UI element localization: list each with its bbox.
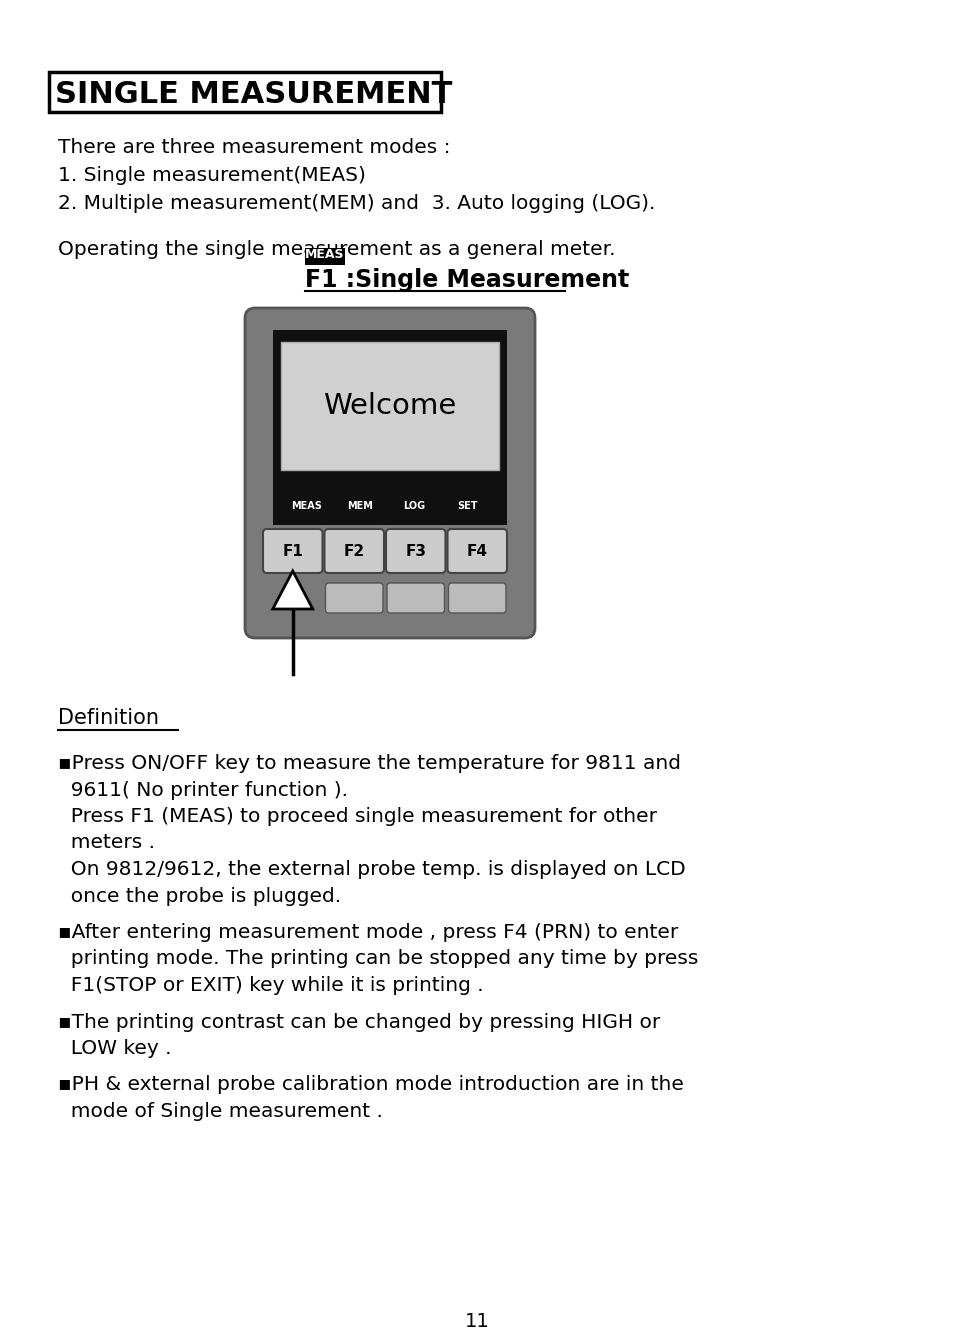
Text: F2: F2 <box>343 543 364 559</box>
Text: F1(STOP or EXIT) key while it is printing .: F1(STOP or EXIT) key while it is printin… <box>58 976 483 995</box>
Text: F4: F4 <box>466 543 487 559</box>
Text: MEAS: MEAS <box>305 249 344 261</box>
Text: 11: 11 <box>464 1312 489 1331</box>
Bar <box>283 497 330 515</box>
Text: Welcome: Welcome <box>323 392 456 419</box>
Text: There are three measurement modes :: There are three measurement modes : <box>58 138 450 157</box>
Text: once the probe is plugged.: once the probe is plugged. <box>58 887 341 906</box>
Text: SET: SET <box>456 501 477 511</box>
Bar <box>336 497 384 515</box>
FancyBboxPatch shape <box>324 530 384 573</box>
Polygon shape <box>273 571 313 609</box>
Bar <box>273 331 506 526</box>
Text: On 9812/9612, the external probe temp. is displayed on LCD: On 9812/9612, the external probe temp. i… <box>58 860 685 879</box>
Text: 1. Single measurement(MEAS): 1. Single measurement(MEAS) <box>58 167 366 185</box>
FancyBboxPatch shape <box>245 308 535 638</box>
Text: LOW key .: LOW key . <box>58 1039 172 1058</box>
Text: printing mode. The printing can be stopped any time by press: printing mode. The printing can be stopp… <box>58 949 698 969</box>
Text: ▪After entering measurement mode , press F4 (PRN) to enter: ▪After entering measurement mode , press… <box>58 923 678 942</box>
Text: Press F1 (MEAS) to proceed single measurement for other: Press F1 (MEAS) to proceed single measur… <box>58 806 657 827</box>
FancyBboxPatch shape <box>325 583 382 613</box>
Text: ▪PH & external probe calibration mode introduction are in the: ▪PH & external probe calibration mode in… <box>58 1075 683 1094</box>
Text: F1: F1 <box>282 543 303 559</box>
Text: Definition: Definition <box>58 708 159 728</box>
Text: F3: F3 <box>405 543 426 559</box>
Text: SINGLE MEASUREMENT: SINGLE MEASUREMENT <box>55 81 452 109</box>
Text: MEM: MEM <box>347 501 373 511</box>
FancyBboxPatch shape <box>386 530 445 573</box>
FancyBboxPatch shape <box>263 530 322 573</box>
Bar <box>305 249 345 265</box>
Text: meters .: meters . <box>58 833 154 852</box>
Text: LOG: LOG <box>402 501 424 511</box>
Bar <box>443 497 491 515</box>
Text: Operating the single measurement as a general meter.: Operating the single measurement as a ge… <box>58 241 615 259</box>
FancyBboxPatch shape <box>448 583 505 613</box>
Text: mode of Single measurement .: mode of Single measurement . <box>58 1102 382 1121</box>
FancyBboxPatch shape <box>447 530 506 573</box>
Text: 2. Multiple measurement(MEM) and  3. Auto logging (LOG).: 2. Multiple measurement(MEM) and 3. Auto… <box>58 194 655 212</box>
Bar <box>49 73 440 112</box>
Text: MEAS: MEAS <box>291 501 322 511</box>
Text: 9611( No printer function ).: 9611( No printer function ). <box>58 781 348 800</box>
Bar <box>281 341 498 470</box>
FancyBboxPatch shape <box>387 583 444 613</box>
Text: F1 :Single Measurement: F1 :Single Measurement <box>305 267 629 292</box>
Bar <box>390 497 437 515</box>
Text: ▪Press ON/OFF key to measure the temperature for 9811 and: ▪Press ON/OFF key to measure the tempera… <box>58 754 680 773</box>
Text: ▪The printing contrast can be changed by pressing HIGH or: ▪The printing contrast can be changed by… <box>58 1012 659 1031</box>
